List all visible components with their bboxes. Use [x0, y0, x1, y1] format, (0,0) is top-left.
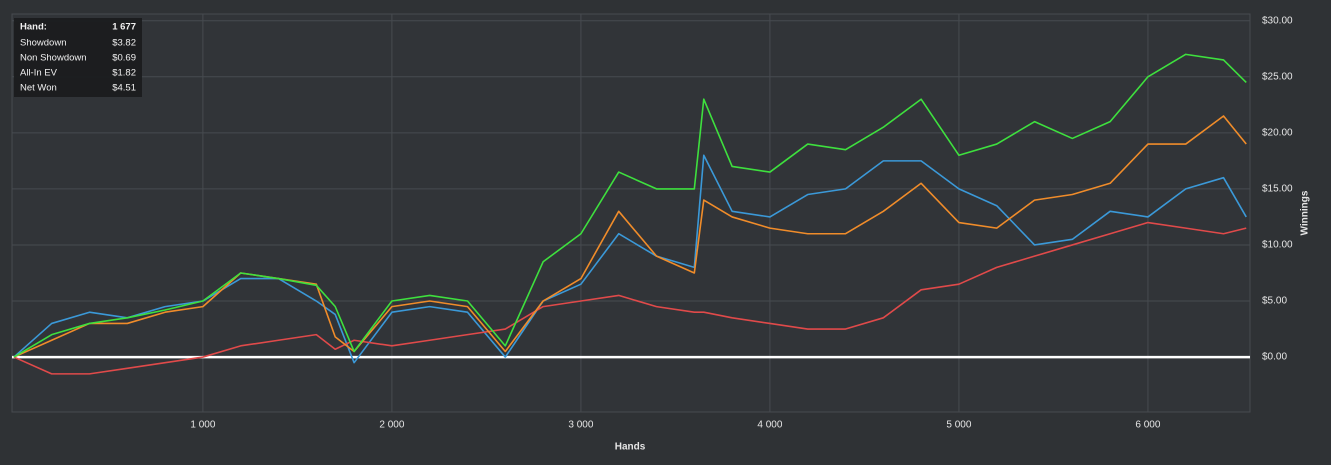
- x-tick-label: 2 000: [379, 420, 404, 431]
- tooltip-value: $4.51: [112, 83, 136, 94]
- tooltip: Hand: 1 677 Showdown $3.82 Non Showdown $0.69…: [14, 18, 142, 97]
- series-line: [13, 221, 1247, 375]
- x-tick-label: 3 000: [568, 420, 593, 431]
- tooltip-value: $0.69: [112, 53, 136, 64]
- y-tick-label: $15.00: [1262, 184, 1293, 195]
- tooltip-series-name: All-In EV: [20, 68, 58, 79]
- y-tick-label: $5.00: [1262, 296, 1287, 307]
- tooltip-hand: 1 677: [112, 22, 136, 33]
- tooltip-value: $1.82: [112, 68, 136, 79]
- y-tick-label: $10.00: [1262, 240, 1293, 251]
- plot-area: [11, 13, 1251, 413]
- tooltip-title: Hand:: [20, 22, 47, 33]
- x-tick-label: 5 000: [946, 420, 971, 431]
- y-tick-label: $20.00: [1262, 127, 1293, 138]
- series-line: [13, 53, 1247, 358]
- x-tick-label: 4 000: [757, 420, 782, 431]
- tooltip-series-name: Showdown: [20, 38, 66, 49]
- y-tick-label: $0.00: [1262, 352, 1287, 363]
- x-tick-label: 6 000: [1135, 420, 1160, 431]
- tooltip-value: $3.82: [112, 38, 136, 49]
- y-axis-label: Winnings: [1300, 190, 1311, 235]
- y-tick-label: $30.00: [1262, 15, 1293, 26]
- tooltip-box: [14, 18, 142, 97]
- y-tick-label: $25.00: [1262, 71, 1293, 82]
- series-line: [13, 154, 1247, 364]
- x-axis-label: Hands: [615, 442, 646, 453]
- tooltip-series-name: Non Showdown: [20, 53, 87, 64]
- x-tick-label: 1 000: [190, 420, 215, 431]
- tooltip-series-name: Net Won: [20, 83, 57, 94]
